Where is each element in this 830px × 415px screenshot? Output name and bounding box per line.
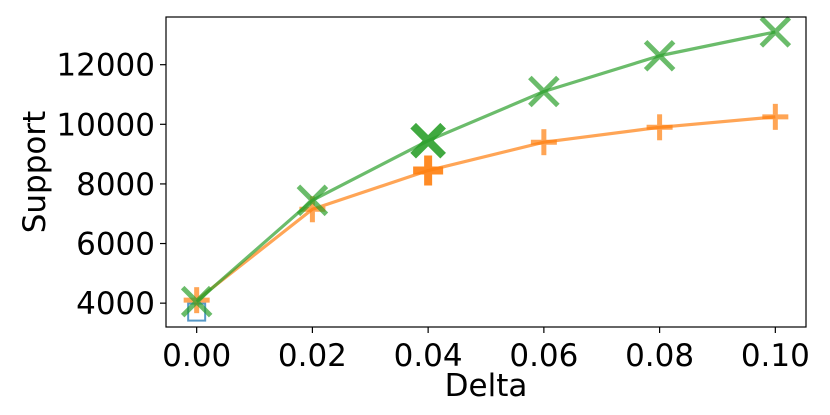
marker-stroke (643, 39, 676, 72)
x-tick-label: 0.02 (278, 338, 347, 374)
data-point (646, 114, 673, 141)
data-point (643, 39, 676, 72)
y-tick-label: 8000 (76, 167, 155, 203)
series-line (195, 30, 776, 303)
x-tick-label: 0.06 (509, 338, 578, 374)
axis-ticks: 0.00 0.02 0.04 0.06 0.08 0.10 4000 6000 8000 1000… (56, 48, 809, 374)
y-tick-label: 12000 (56, 48, 155, 84)
data-point (762, 103, 789, 130)
data-point (759, 16, 792, 48)
x-tick-label: 0.08 (625, 338, 694, 374)
x-tick-label: 0.00 (162, 338, 231, 374)
data-point (296, 184, 329, 217)
x-axis-label: Delta (445, 368, 528, 404)
y-tick-label: 6000 (76, 227, 155, 263)
data-point (410, 122, 446, 159)
marker-stroke (296, 184, 329, 217)
data-point (530, 129, 557, 156)
x-tick-label: 0.10 (741, 338, 810, 374)
x-tick-label: 0.04 (394, 338, 463, 374)
y-axis-label: Support (17, 111, 53, 234)
data-point (413, 155, 444, 186)
series-line (195, 115, 776, 302)
plot-area (180, 16, 792, 322)
marker-stroke (180, 285, 213, 318)
y-tick-label: 4000 (76, 286, 155, 322)
data-point (180, 285, 213, 318)
marker-stroke (410, 122, 446, 159)
axes-frame (165, 16, 807, 328)
marker-stroke (759, 16, 792, 48)
marker-stroke (528, 75, 560, 108)
y-tick-label: 10000 (56, 107, 155, 143)
data-point (528, 75, 560, 108)
